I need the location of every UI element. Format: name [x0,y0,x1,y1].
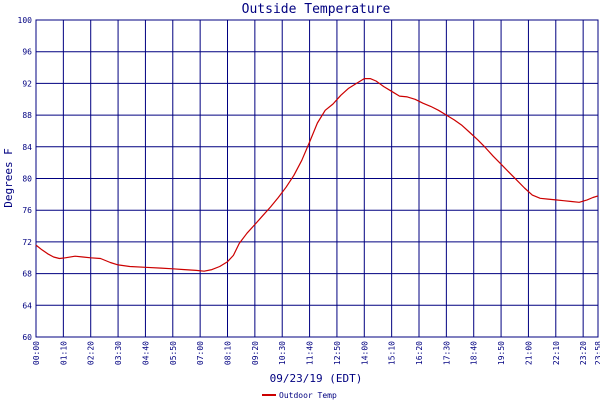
x-tick-label: 23:20 [579,341,588,365]
y-tick-label: 84 [22,143,32,152]
grid [35,19,599,338]
x-tick-label: 09:20 [251,341,260,365]
y-tick-label: 80 [22,175,32,184]
y-tick-labels: 60 64 68 72 76 80 84 88 92 96 100 [18,16,33,342]
x-tick-label: 07:00 [196,341,205,365]
x-tick-label: 15:10 [388,341,397,365]
x-tick-label: 21:00 [524,341,533,365]
x-tick-label: 01:10 [59,341,68,365]
y-tick-label: 88 [22,111,32,120]
x-tick-label: 05:50 [169,341,178,365]
x-tick-label: 00:00 [32,341,41,365]
series-line-outdoor-temp [35,77,599,272]
x-tick-label: 11:40 [306,341,315,365]
x-axis-label: 09/23/19 (EDT) [270,372,363,385]
x-tick-label: 04:40 [141,341,150,365]
x-tick-label: 16:20 [415,341,424,365]
y-tick-label: 92 [22,79,32,88]
y-tick-label: 96 [22,48,32,57]
x-tick-labels: 00:00 01:10 02:20 03:30 04:40 05:50 07:00 08:10… [32,341,600,365]
chart-title: Outside Temperature [242,2,391,17]
x-tick-label: 18:40 [470,341,479,365]
y-tick-label: 72 [22,238,32,247]
legend-label-outdoor-temp: Outdoor Temp [279,391,337,400]
y-tick-label: 64 [22,301,32,310]
x-tick-label: 22:10 [552,341,561,365]
y-tick-label: 60 [22,333,32,342]
series-layer [35,77,599,272]
x-tick-label: 19:50 [497,341,506,365]
y-axis-label: Degrees F [2,148,15,208]
x-tick-label: 17:30 [442,341,451,365]
plot-frame [35,19,599,338]
legend: Outdoor Temp [262,391,337,400]
y-tick-label: 100 [18,16,33,25]
x-tick-label: 02:20 [87,341,96,365]
x-tick-label: 23:58 [594,341,600,365]
y-tick-label: 76 [22,206,32,215]
x-tick-label: 12:50 [333,341,342,365]
y-tick-label: 68 [22,270,32,279]
x-tick-label: 10:30 [278,341,287,365]
x-tick-label: 14:00 [360,341,369,365]
x-tick-label: 08:10 [224,341,233,365]
x-tick-label: 03:30 [114,341,123,365]
